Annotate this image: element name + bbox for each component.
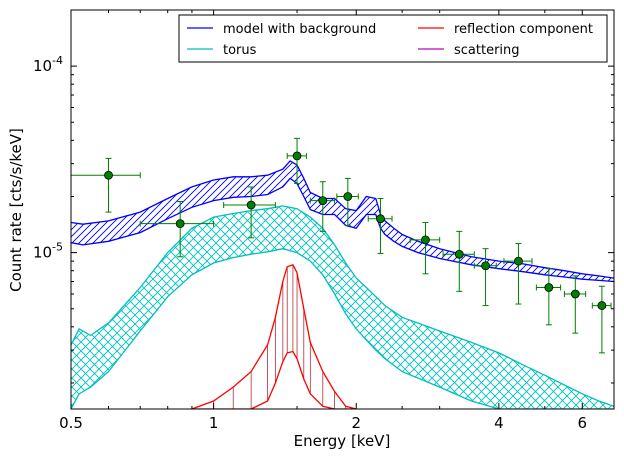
- legend-label: reflection component: [454, 22, 593, 37]
- data-marker: [343, 192, 353, 201]
- x-tick-label: 2: [351, 414, 361, 432]
- data-point: [286, 137, 307, 184]
- data-marker: [246, 200, 256, 210]
- y-tick-label: 10-4: [33, 54, 63, 75]
- x-axis-title: Energy [keV]: [294, 432, 391, 450]
- data-point: [563, 275, 587, 334]
- legend-label: model with background: [223, 22, 376, 37]
- data-marker: [421, 235, 430, 245]
- data-point: [473, 248, 497, 307]
- legend-label: torus: [223, 43, 257, 58]
- data-point: [442, 230, 475, 292]
- data-point: [503, 242, 533, 305]
- data-point: [223, 186, 276, 239]
- data-point: [591, 285, 612, 354]
- data-marker: [104, 170, 113, 180]
- y-axis-title: Count rate [cts/s/keV]: [7, 128, 25, 292]
- data-marker: [570, 289, 580, 299]
- data-point: [535, 268, 562, 326]
- x-tick-label: 1: [209, 414, 219, 432]
- data-marker: [514, 256, 523, 266]
- legend-label: scattering: [454, 43, 520, 58]
- x-tick-label: 0.5: [59, 414, 83, 432]
- data-marker: [376, 214, 385, 224]
- data-point: [336, 177, 359, 226]
- data-point: [409, 222, 441, 275]
- data-point: [309, 181, 336, 232]
- data-point: [367, 198, 393, 254]
- y-tick-label: 10-5: [33, 241, 63, 262]
- data-marker: [454, 249, 464, 259]
- reflection-upper-line: [191, 264, 357, 409]
- data-marker: [481, 261, 490, 271]
- data-marker: [597, 301, 607, 310]
- reflection-lower-line: [191, 350, 357, 409]
- model-upper-line: [71, 160, 614, 279]
- torus-upper-line: [71, 205, 614, 407]
- data-marker: [292, 151, 302, 161]
- x-tick-label: 6: [578, 414, 588, 432]
- data-point: [71, 157, 141, 213]
- legend-box: [178, 14, 608, 63]
- data-point: [139, 200, 215, 258]
- data-marker: [544, 283, 554, 292]
- torus-lower-line: [71, 248, 614, 409]
- data-marker: [175, 219, 185, 229]
- model-band-fill: [71, 161, 614, 282]
- x-tick-label: 4: [494, 414, 504, 432]
- data-marker: [318, 196, 328, 206]
- plot-frame: [70, 9, 615, 410]
- legend: model with background reflection componen…: [178, 14, 608, 63]
